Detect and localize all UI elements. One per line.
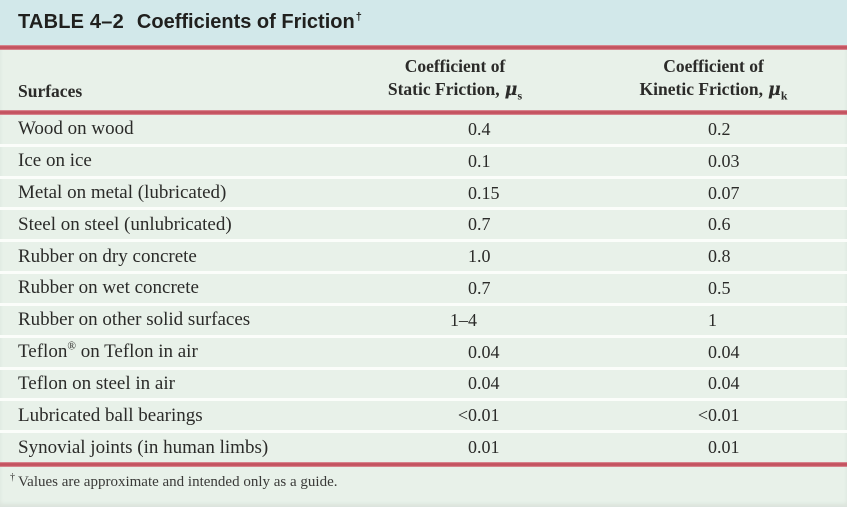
- table-row: Wood on wood 0.4 0.2: [0, 115, 847, 144]
- surface-cell: Teflon on steel in air: [18, 372, 175, 394]
- surface-cell: Rubber on dry concrete: [18, 245, 197, 267]
- table-row: Rubber on wet concrete 0.7 0.5: [0, 271, 847, 303]
- footnote: † Values are approximate and intended onl…: [0, 467, 847, 507]
- kinetic-header-line2: Kinetic Friction, μk: [639, 79, 788, 103]
- surface-cell: Synovial joints (in human limbs): [18, 436, 269, 458]
- kinetic-friction-value: 0.07: [708, 182, 740, 203]
- kinetic-friction-value: 0.8: [708, 246, 731, 267]
- mu-symbol: μ: [768, 80, 781, 101]
- static-friction-value: 0.7: [468, 277, 491, 298]
- table-title: Coefficients of Friction†: [137, 11, 362, 34]
- column-header-surfaces: Surfaces: [18, 81, 83, 101]
- kinetic-header-line1: Coefficient of: [663, 56, 764, 77]
- footnote-text: Values are approximate and intended only…: [18, 474, 338, 490]
- surface-cell: Rubber on other solid surfaces: [18, 309, 251, 331]
- table-row: Steel on steel (unlubricated) 0.7 0.6: [0, 207, 847, 239]
- static-friction-value: 1–4: [450, 309, 477, 330]
- registered-trademark-symbol: ®: [67, 340, 76, 353]
- table-row: Teflon® on Teflon in air 0.04 0.04: [0, 334, 847, 367]
- static-friction-value: 0.04: [468, 373, 500, 394]
- table-title-text: Coefficients of Friction: [136, 11, 355, 33]
- table-number: TABLE 4–2: [18, 11, 124, 33]
- static-friction-value: 0.04: [468, 341, 500, 362]
- table-row: Ice on ice 0.1 0.03: [0, 143, 847, 176]
- mu-symbol: μ: [504, 80, 518, 101]
- mu-subscript-s: s: [517, 88, 523, 103]
- column-header-kinetic-friction: Coefficient of Kinetic Friction, μk: [580, 50, 847, 110]
- kinetic-friction-value: 1: [708, 309, 717, 330]
- rule-below-header: [0, 110, 847, 115]
- static-header-line2: Static Friction, μs: [387, 79, 523, 103]
- kinetic-friction-value: 0.5: [708, 277, 731, 298]
- kinetic-friction-value: 0.2: [708, 118, 731, 139]
- surface-cell: Wood on wood: [18, 118, 134, 140]
- table-row: Teflon on steel in air 0.04 0.04: [0, 366, 847, 399]
- surface-cell: Metal on metal (lubricated): [18, 182, 227, 204]
- static-friction-value: 0.1: [468, 150, 491, 171]
- title-dagger-marker: †: [355, 11, 362, 24]
- surface-cell: Teflon® on Teflon in air: [18, 340, 198, 363]
- table-row: Lubricated ball bearings <0.01 <0.01: [0, 398, 847, 430]
- static-friction-value: 1.0: [468, 246, 491, 267]
- kinetic-friction-value: <0.01: [697, 405, 740, 426]
- static-friction-value: 0.7: [468, 214, 491, 235]
- static-friction-value: 0.4: [468, 118, 491, 139]
- table-body: Wood on wood 0.4 0.2 Ice on ice 0.1 0.03 Metal…: [0, 115, 847, 462]
- footnote-marker: †: [10, 472, 15, 483]
- table-row: Rubber on dry concrete 1.0 0.8: [0, 239, 847, 271]
- static-header-line1: Coefficient of: [404, 56, 506, 77]
- table-row: Synovial joints (in human limbs) 0.01 0.01: [0, 430, 847, 462]
- surface-cell: Lubricated ball bearings: [18, 404, 203, 426]
- kinetic-friction-value: 0.03: [708, 150, 740, 171]
- table-row: Rubber on other solid surfaces 1–4 1: [0, 302, 847, 335]
- static-friction-value: 0.01: [468, 437, 500, 458]
- rule-bottom: [0, 462, 847, 467]
- surface-cell: Steel on steel (unlubricated): [18, 213, 232, 235]
- kinetic-friction-value: 0.04: [708, 341, 740, 362]
- static-friction-value: 0.15: [468, 182, 500, 203]
- static-friction-value: <0.01: [457, 405, 500, 426]
- table-row: Metal on metal (lubricated) 0.15 0.07: [0, 175, 847, 208]
- column-header-static-friction: Coefficient of Static Friction, μs: [330, 50, 580, 110]
- surface-cell: Ice on ice: [18, 150, 92, 172]
- rule-top: [0, 45, 847, 50]
- table-title-bar: TABLE 4–2 Coefficients of Friction†: [0, 0, 847, 45]
- mu-subscript-k: k: [780, 88, 788, 103]
- table-header-row: Surfaces Coefficient of Static Friction,…: [0, 50, 847, 110]
- kinetic-friction-value: 0.01: [708, 437, 740, 458]
- kinetic-friction-value: 0.04: [708, 373, 740, 394]
- kinetic-friction-value: 0.6: [708, 214, 731, 235]
- surface-cell: Rubber on wet concrete: [18, 277, 199, 299]
